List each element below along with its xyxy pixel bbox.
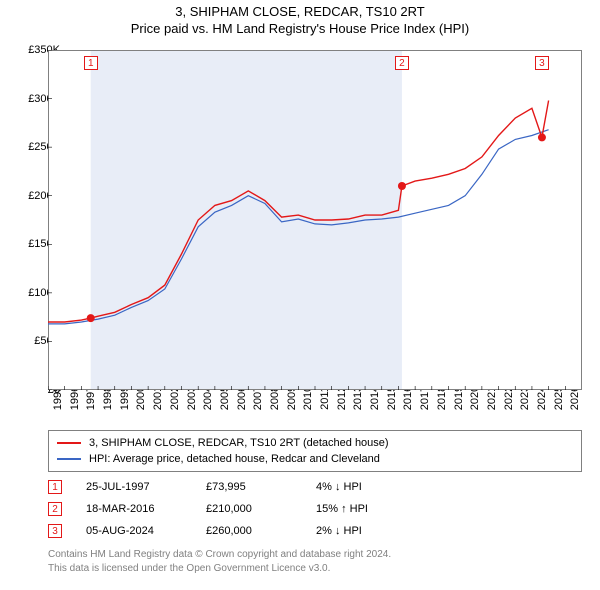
sale-date-3: 05-AUG-2024	[86, 525, 206, 537]
sale-row-3: 3 05-AUG-2024 £260,000 2% ↓ HPI	[48, 520, 436, 542]
sale-marker-2: 2	[48, 502, 62, 516]
sale-delta-2: 15% ↑ HPI	[316, 503, 436, 515]
sale-date-2: 18-MAR-2016	[86, 503, 206, 515]
plot-svg	[48, 50, 582, 390]
title-address: 3, SHIPHAM CLOSE, REDCAR, TS10 2RT	[0, 4, 600, 19]
sale-delta-1: 4% ↓ HPI	[316, 481, 436, 493]
legend-label-property: 3, SHIPHAM CLOSE, REDCAR, TS10 2RT (deta…	[89, 437, 389, 449]
chart-marker-3: 3	[535, 56, 549, 70]
sale-row-1: 1 25-JUL-1997 £73,995 4% ↓ HPI	[48, 476, 436, 498]
chart-marker-1: 1	[84, 56, 98, 70]
footer-line2: This data is licensed under the Open Gov…	[48, 562, 391, 576]
title-block: 3, SHIPHAM CLOSE, REDCAR, TS10 2RT Price…	[0, 0, 600, 36]
sales-table: 1 25-JUL-1997 £73,995 4% ↓ HPI 2 18-MAR-…	[48, 476, 436, 542]
chart-marker-2: 2	[395, 56, 409, 70]
sale-price-2: £210,000	[206, 503, 316, 515]
legend-row-hpi: HPI: Average price, detached house, Redc…	[57, 451, 573, 467]
sale-marker-3: 3	[48, 524, 62, 538]
sale-date-1: 25-JUL-1997	[86, 481, 206, 493]
sale-row-2: 2 18-MAR-2016 £210,000 15% ↑ HPI	[48, 498, 436, 520]
legend-label-hpi: HPI: Average price, detached house, Redc…	[89, 453, 380, 465]
sale-price-3: £260,000	[206, 525, 316, 537]
legend: 3, SHIPHAM CLOSE, REDCAR, TS10 2RT (deta…	[48, 430, 582, 472]
chart-container: 3, SHIPHAM CLOSE, REDCAR, TS10 2RT Price…	[0, 0, 600, 590]
chart-area: 1 2 3	[48, 50, 582, 390]
legend-swatch-hpi	[57, 458, 81, 460]
sale-price-1: £73,995	[206, 481, 316, 493]
footer-line1: Contains HM Land Registry data © Crown c…	[48, 548, 391, 562]
sale-marker-1: 1	[48, 480, 62, 494]
footer: Contains HM Land Registry data © Crown c…	[48, 548, 391, 575]
legend-row-property: 3, SHIPHAM CLOSE, REDCAR, TS10 2RT (deta…	[57, 435, 573, 451]
sale-delta-3: 2% ↓ HPI	[316, 525, 436, 537]
title-subtitle: Price paid vs. HM Land Registry's House …	[0, 21, 600, 36]
legend-swatch-property	[57, 442, 81, 444]
